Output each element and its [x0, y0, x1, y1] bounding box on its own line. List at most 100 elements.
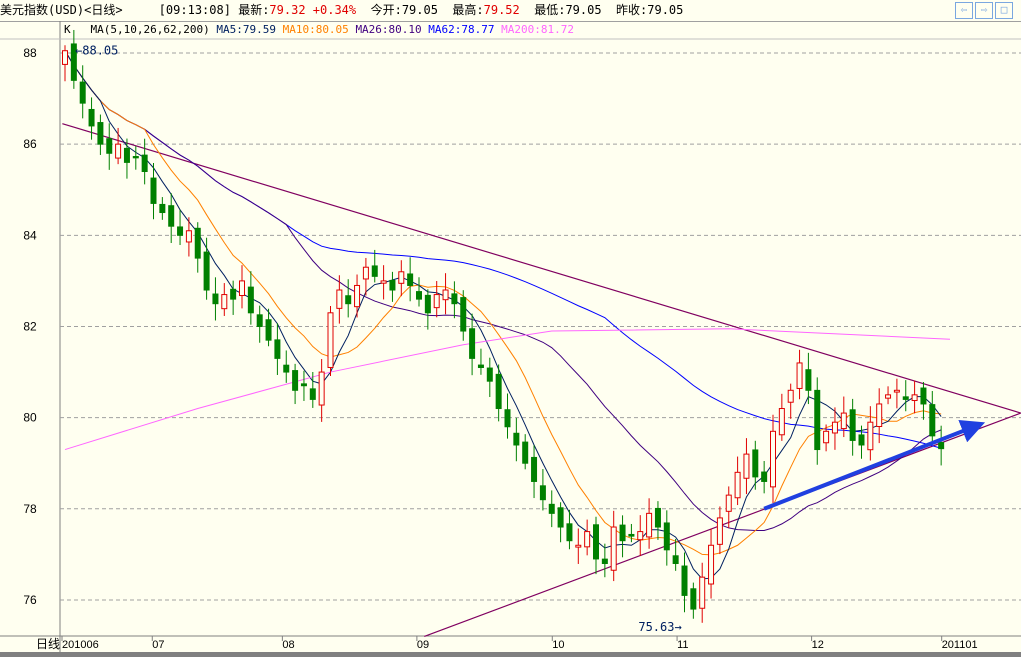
candle	[752, 440, 759, 490]
candle-body	[318, 371, 325, 406]
candle	[300, 370, 307, 401]
x-tick-label: 08	[282, 639, 294, 651]
candle	[168, 193, 175, 244]
high-label: 最高:	[452, 3, 484, 17]
candle	[106, 123, 113, 170]
ma10-line	[64, 50, 942, 556]
y-tick-label: 84	[23, 228, 37, 242]
ma-legend: K MA(5,10,26,62,200) MA5:79.59 MA10:80.0…	[64, 22, 574, 38]
candle	[849, 398, 856, 456]
candle	[380, 265, 387, 300]
candle-body	[681, 565, 688, 596]
candle-body	[203, 251, 210, 291]
candle	[424, 289, 431, 330]
y-tick-label: 88	[23, 46, 37, 60]
candle-body	[380, 280, 387, 284]
legend-ma26: MA26:80.10	[355, 23, 422, 36]
x-tick-label: 12	[812, 639, 824, 651]
candle	[495, 364, 502, 422]
candle-body	[424, 294, 431, 314]
scroll-right-button[interactable]: ⇨	[975, 2, 993, 19]
candle	[318, 359, 325, 422]
candle-body	[831, 421, 838, 434]
candle	[566, 509, 573, 550]
y-tick-label: 80	[23, 411, 37, 425]
candle-body	[362, 266, 369, 280]
candle-body	[566, 523, 573, 542]
candle-body	[469, 328, 476, 359]
extreme-annotation: ←88.05	[75, 44, 118, 58]
candle	[513, 417, 520, 462]
candle	[70, 29, 77, 89]
legend-ma200: MA200:81.72	[501, 23, 575, 36]
candle	[354, 274, 361, 318]
candle-body	[601, 558, 608, 564]
candle	[522, 434, 529, 470]
candle-body	[858, 434, 865, 446]
candle	[654, 501, 661, 540]
quote-time: [09:13:08]	[158, 3, 231, 17]
candle	[885, 386, 892, 405]
candle-body	[743, 453, 750, 479]
candle-body	[398, 271, 405, 284]
candle-body	[885, 394, 892, 399]
candle	[778, 393, 785, 441]
candle-body	[699, 576, 706, 609]
candle	[389, 271, 396, 302]
instrument-title: 美元指数(USD)<日线>	[0, 3, 123, 17]
candle	[725, 486, 732, 529]
candle	[716, 506, 723, 555]
trendline	[62, 123, 1021, 414]
candle-body	[123, 147, 130, 163]
candle	[867, 406, 874, 461]
candle	[433, 281, 440, 318]
candle-body	[336, 289, 343, 309]
candle	[327, 306, 334, 376]
legend-ma62: MA62:78.77	[428, 23, 495, 36]
candle-body	[902, 396, 909, 400]
candle	[336, 275, 343, 324]
candle-body	[239, 280, 245, 297]
candle-body	[407, 273, 414, 286]
candle	[309, 372, 316, 408]
trend-arrow	[763, 419, 986, 511]
candle-body	[256, 314, 263, 327]
candlestick-chart[interactable]: 76 78 80 82 84 86 88 日线 201006 07 08 09 10 11 12 201101…	[0, 21, 1021, 652]
candle	[97, 114, 104, 155]
candle	[283, 350, 290, 383]
candle-body	[212, 293, 219, 305]
candle-body	[531, 456, 538, 482]
candle-body	[796, 362, 803, 389]
candle-body	[876, 403, 883, 427]
candle-body	[708, 544, 715, 585]
candle	[840, 396, 847, 438]
scroll-left-button[interactable]: ⇦	[955, 2, 973, 19]
legend-params: MA(5,10,26,62,200)	[90, 23, 210, 36]
prev-close-value: 79.05	[647, 3, 684, 17]
candle-body	[522, 441, 529, 464]
candle-body	[230, 288, 237, 300]
candle-body	[938, 442, 945, 450]
maximize-button[interactable]: □	[995, 2, 1013, 19]
candle	[787, 383, 794, 419]
candle	[185, 217, 192, 257]
candle-body	[672, 555, 679, 564]
candle-body	[283, 364, 290, 373]
candle-body	[132, 156, 139, 159]
candle-body	[920, 387, 927, 405]
candle	[920, 382, 927, 420]
candle-body	[734, 471, 741, 499]
candle	[159, 197, 166, 220]
candle	[79, 65, 86, 119]
candle	[407, 257, 414, 302]
candle	[743, 438, 750, 495]
candle-body	[354, 284, 361, 308]
candle	[62, 45, 68, 82]
candle-body	[504, 409, 511, 428]
candle	[646, 498, 653, 549]
candle-body	[557, 507, 564, 528]
candle	[460, 290, 467, 341]
candle-body	[619, 524, 626, 542]
candle	[575, 528, 582, 564]
x-tick-label: 11	[677, 639, 688, 651]
